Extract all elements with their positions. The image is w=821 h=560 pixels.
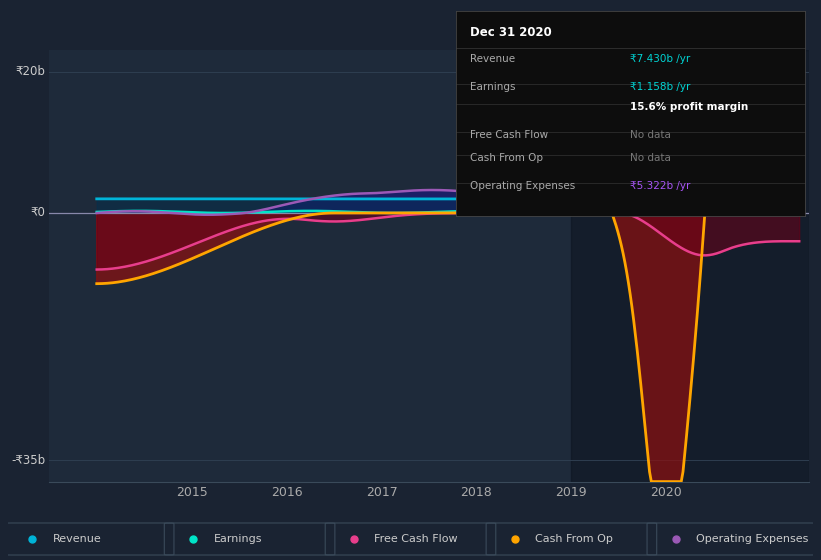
Text: -₹35b: -₹35b (11, 454, 45, 467)
Text: Cash From Op: Cash From Op (535, 534, 613, 544)
Text: ₹5.322b /yr: ₹5.322b /yr (631, 181, 690, 191)
Text: ₹7.430b /yr: ₹7.430b /yr (631, 54, 690, 64)
Text: No data: No data (631, 130, 671, 140)
Text: Operating Expenses: Operating Expenses (696, 534, 809, 544)
Bar (571, 50, 809, 482)
Text: Earnings: Earnings (470, 82, 515, 92)
Text: Revenue: Revenue (53, 534, 101, 544)
Text: Free Cash Flow: Free Cash Flow (470, 130, 548, 140)
Text: ₹1.158b /yr: ₹1.158b /yr (631, 82, 690, 92)
Text: Revenue: Revenue (470, 54, 515, 64)
Text: Free Cash Flow: Free Cash Flow (374, 534, 458, 544)
Text: Earnings: Earnings (213, 534, 262, 544)
Text: Operating Expenses: Operating Expenses (470, 181, 575, 191)
Text: ₹20b: ₹20b (16, 65, 45, 78)
Text: Dec 31 2020: Dec 31 2020 (470, 26, 552, 39)
Text: Cash From Op: Cash From Op (470, 153, 543, 164)
Text: No data: No data (631, 153, 671, 164)
Text: ₹0: ₹0 (30, 207, 45, 220)
Text: 15.6% profit margin: 15.6% profit margin (631, 102, 749, 112)
